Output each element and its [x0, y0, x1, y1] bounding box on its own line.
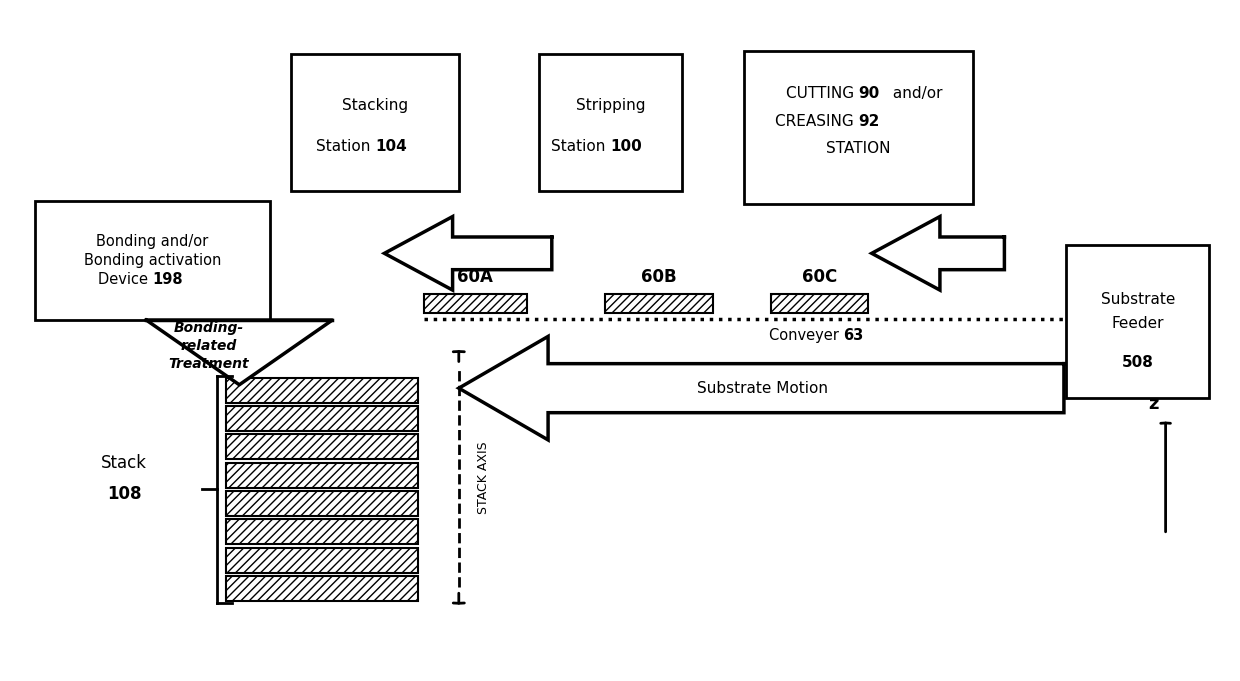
- Text: 63: 63: [843, 328, 863, 343]
- Text: CUTTING: CUTTING: [786, 86, 858, 101]
- Text: 108: 108: [107, 485, 141, 503]
- Bar: [226, 548, 418, 573]
- Bar: [226, 377, 418, 402]
- Text: Bonding activation: Bonding activation: [84, 253, 221, 268]
- Text: STACK AXIS: STACK AXIS: [477, 441, 490, 513]
- Text: 60C: 60C: [802, 268, 837, 286]
- FancyBboxPatch shape: [539, 54, 682, 191]
- Text: Conveyer: Conveyer: [769, 328, 843, 343]
- Text: Bonding and/or: Bonding and/or: [97, 234, 208, 249]
- Text: 60A: 60A: [458, 268, 492, 286]
- Text: z: z: [1148, 395, 1158, 413]
- Text: 104: 104: [374, 139, 407, 154]
- Bar: [771, 294, 868, 313]
- Polygon shape: [146, 320, 332, 385]
- Text: Stack: Stack: [100, 454, 148, 472]
- Bar: [226, 520, 418, 544]
- Polygon shape: [384, 217, 552, 290]
- Text: 508: 508: [1122, 355, 1153, 370]
- Text: 92: 92: [858, 114, 880, 129]
- Polygon shape: [459, 336, 1064, 440]
- Text: STATION: STATION: [826, 141, 892, 156]
- Text: Station: Station: [316, 139, 374, 154]
- Text: 60B: 60B: [641, 268, 676, 286]
- Bar: [226, 576, 418, 601]
- Text: Device: Device: [98, 272, 153, 287]
- Text: and/or: and/or: [888, 86, 942, 101]
- Text: 90: 90: [858, 86, 880, 101]
- Bar: [226, 462, 418, 488]
- Text: 198: 198: [153, 272, 184, 287]
- Text: Stripping: Stripping: [575, 98, 646, 113]
- Bar: [226, 406, 418, 431]
- Bar: [226, 491, 418, 516]
- FancyBboxPatch shape: [744, 51, 973, 204]
- Text: 100: 100: [611, 139, 642, 154]
- Text: Bonding-
related
Treatment: Bonding- related Treatment: [167, 321, 249, 371]
- Text: Station: Station: [552, 139, 611, 154]
- Text: Stacking: Stacking: [342, 98, 408, 113]
- FancyBboxPatch shape: [35, 201, 270, 320]
- FancyBboxPatch shape: [1066, 245, 1209, 398]
- Bar: [424, 294, 527, 313]
- Bar: [226, 434, 418, 459]
- Text: CREASING: CREASING: [775, 114, 858, 129]
- Text: Substrate: Substrate: [1101, 292, 1174, 307]
- FancyBboxPatch shape: [291, 54, 459, 191]
- Text: Substrate Motion: Substrate Motion: [697, 381, 828, 396]
- Text: Feeder: Feeder: [1111, 316, 1164, 331]
- Polygon shape: [872, 217, 1004, 290]
- Bar: [605, 294, 713, 313]
